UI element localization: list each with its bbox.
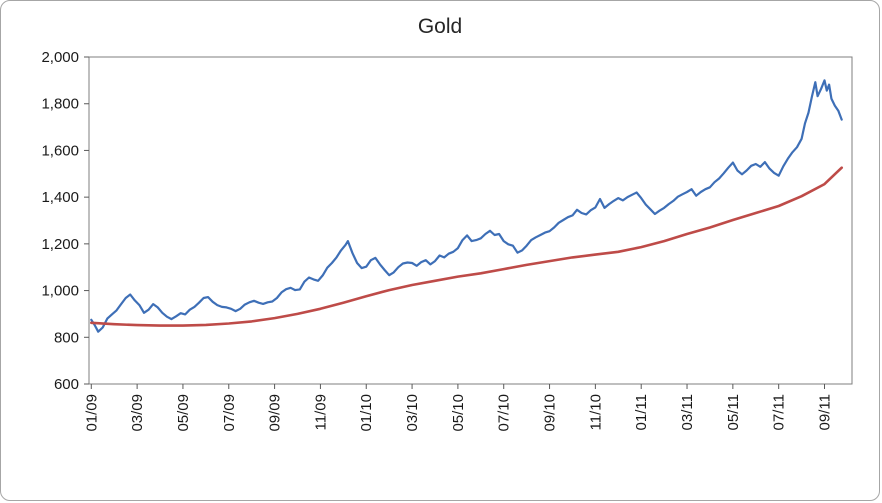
x-tick-label: 03/10 [404, 394, 421, 432]
series-line-red [90, 166, 844, 327]
y-tick-label: 2,000 [41, 49, 79, 66]
x-tick-label: 05/10 [450, 394, 467, 432]
plot-border [88, 56, 853, 385]
x-tick-label: 01/09 [83, 394, 100, 432]
y-tick-label: 1,800 [41, 96, 79, 113]
x-tick-label: 07/09 [221, 394, 238, 432]
series-line-blue [90, 79, 843, 333]
y-tick-label: 1,400 [41, 189, 79, 206]
x-tick-label: 05/11 [725, 394, 742, 430]
x-tick-label: 01/10 [358, 394, 375, 432]
x-tick-label: 07/11 [771, 394, 788, 430]
y-tick-label: 800 [54, 329, 79, 346]
y-tick-label: 1,200 [41, 236, 79, 253]
y-tick-label: 600 [54, 376, 79, 393]
x-tick-label: 03/09 [129, 394, 146, 432]
y-tick-label: 1,000 [41, 283, 79, 300]
x-tick-label: 01/11 [633, 394, 650, 430]
x-tick-label: 11/09 [312, 394, 329, 430]
gold-line-chart: 600 800 1,000 1,200 1,400 1,600 1,800 2,000 01/0… [41, 49, 853, 432]
x-tick-label: 09/10 [542, 394, 559, 432]
x-tick-label: 09/09 [267, 394, 284, 432]
x-tick-label: 07/10 [496, 394, 513, 432]
x-tick-label: 03/11 [679, 394, 696, 430]
x-tick-label: 05/09 [175, 394, 192, 432]
x-tick-label: 11/10 [587, 394, 604, 430]
y-tick-label: 1,600 [41, 142, 79, 159]
x-tick-label: 09/11 [817, 394, 834, 430]
chart-title: Gold [417, 15, 463, 38]
